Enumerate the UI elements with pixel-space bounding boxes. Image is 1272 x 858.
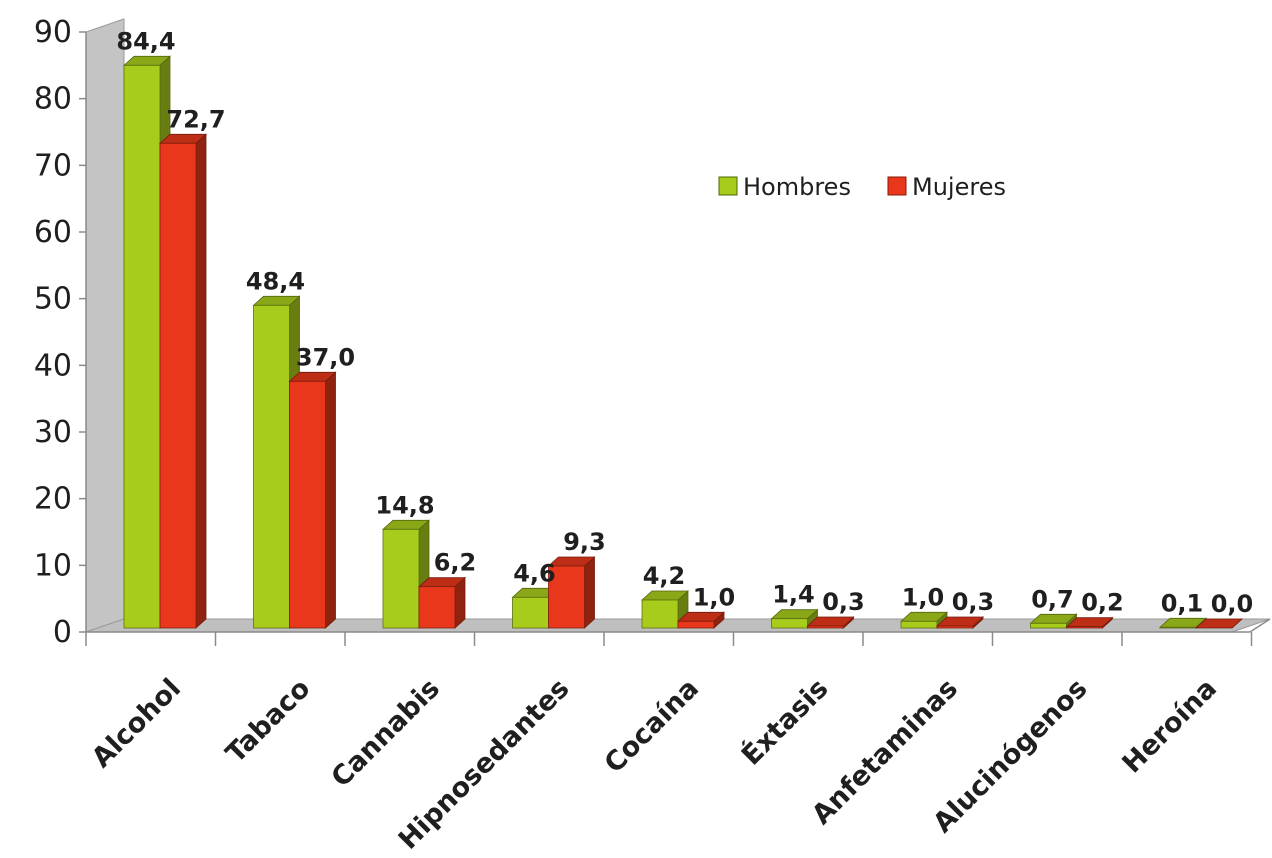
data-labels: 84,472,748,437,014,86,2 4,69,34,21,0 1,4 0,… — [116, 27, 1253, 618]
legend-label-hombres: Hombres — [743, 173, 851, 201]
bar-front — [418, 586, 456, 629]
data-label-mujeres-4: 1,0 — [693, 583, 736, 611]
bar-side — [325, 371, 336, 629]
axes: 0 10 20 30 40 50 60 70 80 90 Alcohol Tabaco Cannabis… — [34, 15, 1271, 856]
y-tick-label: 0 — [53, 615, 72, 650]
x-tick-label: Cocaína — [599, 673, 705, 779]
bar-front — [159, 142, 197, 629]
data-label-hombres-6: 1,0 — [902, 583, 945, 611]
data-label-hombres-2: 14,8 — [375, 491, 434, 519]
bar-front — [123, 64, 161, 629]
data-label-hombres-0: 84,4 — [116, 27, 175, 55]
bar-front — [253, 304, 290, 629]
floor-right-edge — [1249, 618, 1271, 633]
bar-front — [512, 596, 549, 629]
data-label-hombres-5: 1,4 — [772, 581, 815, 609]
x-tick-label: Tabaco — [220, 673, 316, 769]
y-tick-label: 10 — [34, 548, 72, 583]
chart-back-wall — [85, 18, 125, 633]
data-label-hombres-1: 48,4 — [246, 267, 305, 295]
bar-front — [1066, 626, 1103, 629]
bar-mujeres-4 — [676, 611, 726, 629]
data-label-mujeres-7: 0,2 — [1081, 589, 1124, 617]
back-wall — [85, 18, 125, 633]
x-tick-label: Alcohol — [86, 673, 187, 774]
data-label-hombres-7: 0,7 — [1031, 585, 1074, 613]
bar-front — [807, 625, 844, 629]
bar-side — [584, 556, 595, 629]
bar-front — [548, 565, 585, 629]
legend-swatch-hombres — [718, 176, 738, 196]
bar-front — [900, 620, 938, 629]
bar-mujeres-0 — [158, 133, 208, 629]
bar-front — [677, 620, 715, 629]
data-label-mujeres-1: 37,0 — [296, 343, 355, 371]
bar-mujeres-8 — [1194, 618, 1244, 629]
y-tick-label: 20 — [34, 482, 72, 517]
y-tick-label: 60 — [34, 215, 72, 250]
bar-front — [771, 618, 808, 629]
bar-front — [641, 599, 679, 629]
data-label-hombres-8: 0,1 — [1161, 589, 1204, 617]
bar-front — [1159, 626, 1197, 629]
bars — [122, 55, 1244, 629]
bar-front — [289, 380, 326, 629]
bar-mujeres-6 — [935, 616, 985, 629]
data-label-mujeres-3: 9,3 — [563, 528, 606, 556]
x-tick-label: Éxtasis — [735, 672, 834, 771]
data-label-mujeres-5: 0,3 — [822, 588, 865, 616]
bar-mujeres-2 — [417, 576, 467, 629]
y-tick-label: 90 — [34, 15, 72, 50]
data-label-mujeres-0: 72,7 — [166, 105, 225, 133]
bar-side — [195, 133, 207, 629]
bar-front — [1030, 622, 1067, 629]
y-tick-label: 50 — [34, 282, 72, 317]
data-label-mujeres-6: 0,3 — [952, 588, 995, 616]
x-tick-label: Cannabis — [325, 673, 445, 793]
data-label-mujeres-2: 6,2 — [434, 549, 477, 577]
legend: Hombres Mujeres — [718, 173, 1006, 201]
bar-front — [382, 528, 420, 629]
bar-top — [1194, 618, 1244, 629]
bar-hombres-7 — [1029, 613, 1078, 629]
bar-mujeres-1 — [288, 371, 337, 629]
y-tick-label: 30 — [34, 415, 72, 450]
y-tick-label: 40 — [34, 348, 72, 383]
legend-swatch-mujeres — [887, 176, 907, 196]
bar-mujeres-5 — [806, 616, 855, 629]
bar-front — [936, 625, 974, 629]
bar-mujeres-7 — [1065, 616, 1114, 629]
y-tick-label: 70 — [34, 148, 72, 183]
x-tick-label: Heroína — [1117, 673, 1223, 779]
data-label-hombres-3: 4,6 — [513, 559, 556, 587]
legend-label-mujeres: Mujeres — [912, 173, 1006, 201]
bar-mujeres-3 — [547, 556, 596, 629]
y-tick-label: 80 — [34, 82, 72, 117]
data-label-hombres-4: 4,2 — [643, 562, 686, 590]
data-label-mujeres-8: 0,0 — [1211, 590, 1254, 618]
